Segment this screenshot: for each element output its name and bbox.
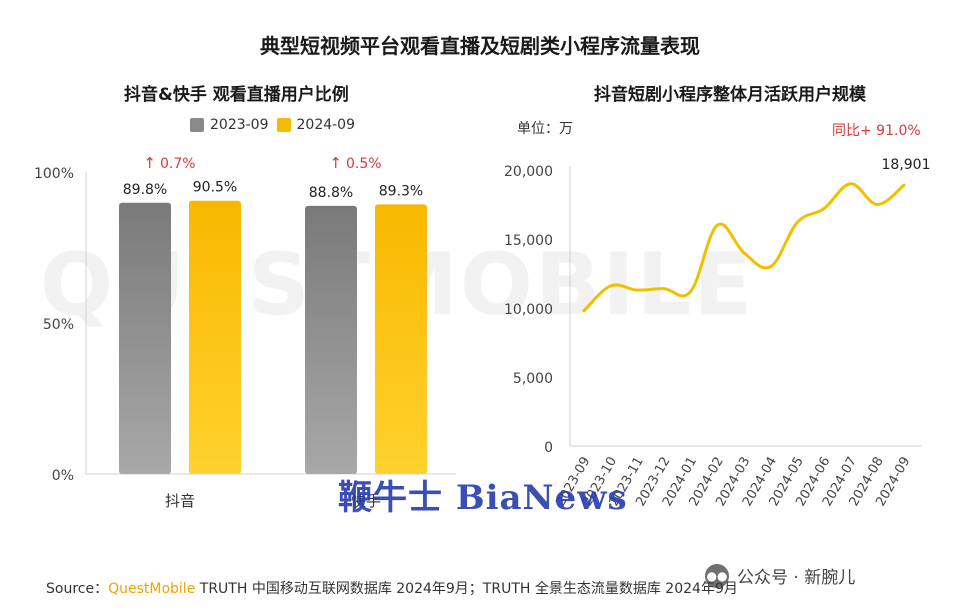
line-y-tick-label: 15,000	[504, 233, 553, 249]
mau-point-2024-06	[822, 207, 826, 211]
bar-y-tick-label: 0%	[52, 468, 74, 484]
mau-point-2024-04	[769, 265, 773, 269]
mau-point-2024-07	[849, 182, 853, 186]
line-y-tick-label: 0	[544, 440, 553, 456]
bar-抖音-2023-09	[119, 202, 171, 474]
up-arrow-icon: ↑	[143, 154, 156, 172]
source-prefix: Source：	[46, 581, 109, 597]
news-watermark: 鞭牛士 BiaNews	[338, 478, 628, 518]
source-brand: QuestMobile	[108, 581, 196, 597]
source-text: TRUTH 中国移动互联网数据库 2024年9月；TRUTH 全景生态流量数据库…	[195, 581, 738, 597]
bar-抖音-2024-09	[189, 200, 241, 474]
bar-快手-2024-09	[375, 204, 427, 474]
mau-point-2024-02	[715, 223, 719, 227]
bar-快手-2023-09	[305, 205, 357, 474]
mau-point-2024-09	[902, 183, 906, 187]
source-footer: Source：QuestMobile TRUTH 中国移动互联网数据库 2024…	[46, 578, 738, 598]
mau-point-2023-11	[635, 288, 639, 292]
unit-label: 单位：万	[517, 121, 573, 137]
yoy-label: 同比+ 91.0%	[832, 123, 921, 139]
bar-category-label: 快手	[351, 492, 381, 510]
bar-value-label: 89.3%	[379, 183, 423, 199]
mau-series-line	[582, 182, 906, 313]
last-value-label: 18,901	[882, 157, 931, 173]
wechat-account-label: 公众号 · 新腕儿	[737, 568, 856, 588]
left-chart-legend: 2023-09 2024-09	[190, 117, 355, 133]
mau-point-2024-01	[689, 289, 693, 293]
bar-value-label: 88.8%	[309, 185, 353, 201]
right-chart-title: 抖音短剧小程序整体月活跃用户规模	[594, 85, 866, 105]
left-chart-title: 抖音&快手 观看直播用户比例	[124, 85, 349, 105]
line-y-tick-label: 5,000	[513, 371, 553, 387]
mau-point-2023-12	[662, 287, 666, 291]
bar-y-tick-label: 50%	[43, 317, 74, 333]
line-y-tick-label: 20,000	[504, 164, 553, 180]
mau-point-2024-03	[742, 251, 746, 255]
bar-value-label: 90.5%	[193, 180, 237, 196]
legend-swatch-gray	[190, 118, 204, 132]
legend-label-2023: 2023-09	[210, 117, 269, 133]
mau-point-2024-08	[875, 203, 879, 206]
bar-annotation-label: 0.7%	[160, 156, 196, 172]
mau-point-2024-05	[795, 220, 799, 224]
legend-item-2024: 2024-09	[276, 117, 356, 133]
wechat-icon: ●●	[705, 563, 729, 588]
page-title: 典型短视频平台观看直播及短剧类小程序流量表现	[260, 34, 700, 58]
wechat-account: ●● 公众号 · 新腕儿	[705, 563, 855, 588]
mau-point-2023-09	[582, 309, 586, 313]
bar-y-tick-label: 100%	[34, 166, 74, 182]
bar-value-label: 89.8%	[123, 182, 167, 198]
bar-category-label: 抖音	[165, 492, 195, 510]
legend-label-2024: 2024-09	[296, 117, 356, 133]
legend-item-2023: 2023-09	[190, 117, 269, 133]
mau-point-2023-10	[609, 284, 613, 288]
legend-swatch-gold	[276, 118, 291, 132]
bar-annotation-label: 0.5%	[346, 156, 382, 172]
line-y-tick-label: 10,000	[504, 302, 553, 318]
up-arrow-icon: ↑	[329, 154, 342, 172]
